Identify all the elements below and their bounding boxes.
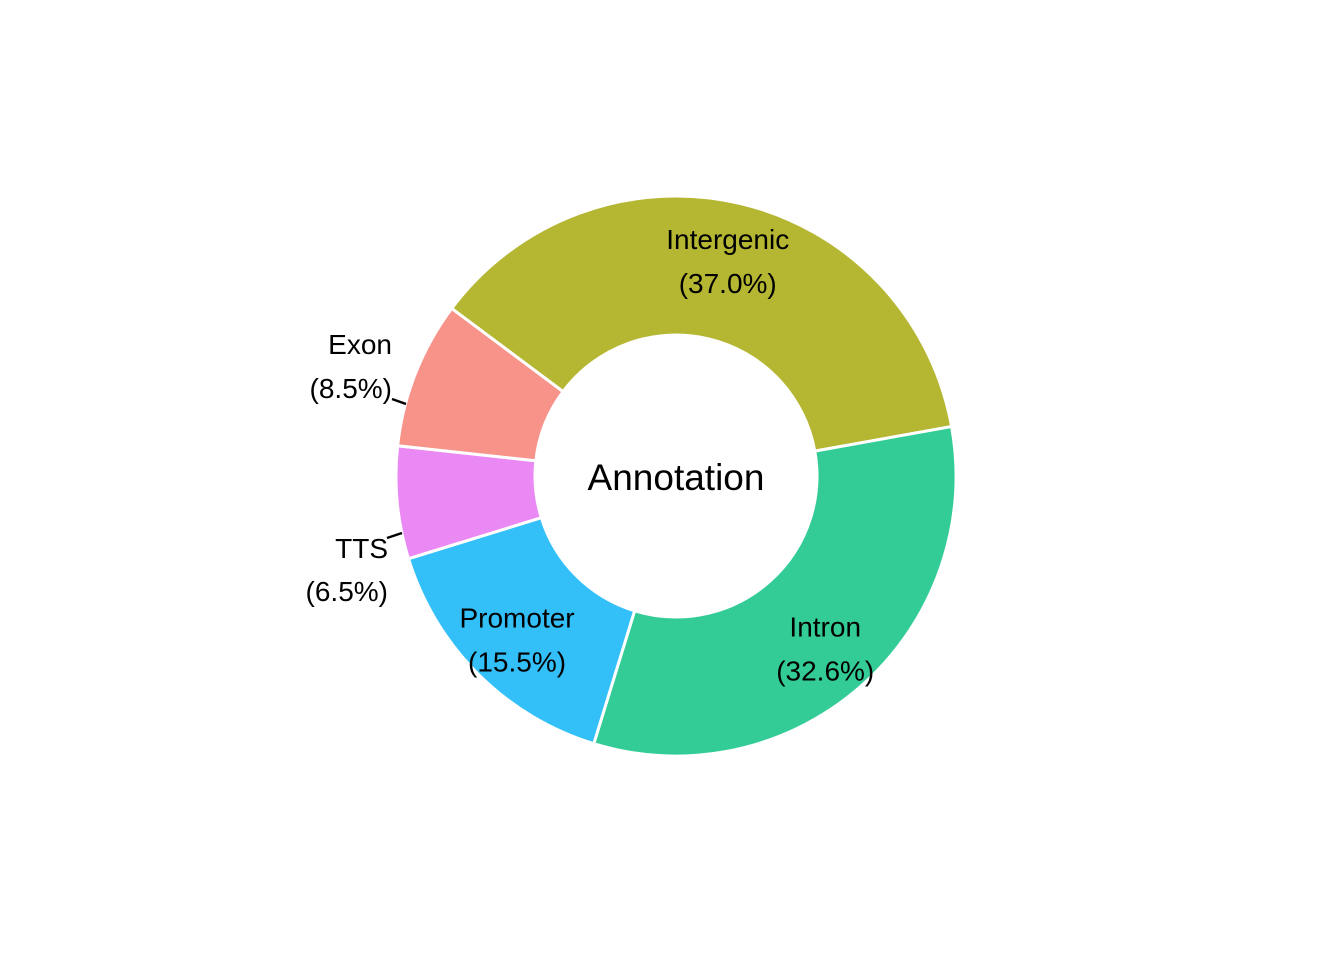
slice-percent-intergenic: (37.0%) — [679, 268, 777, 299]
slice-label-exon: Exon — [328, 329, 392, 360]
leader-line-tts — [386, 531, 403, 540]
slice-promoter — [406, 515, 637, 746]
slice-label-intergenic: Intergenic — [666, 224, 789, 255]
slices-group — [394, 194, 958, 758]
slice-intron — [591, 424, 958, 758]
slice-label-tts: TTS — [335, 533, 388, 564]
center-title: Annotation — [588, 457, 765, 498]
slice-percent-exon: (8.5%) — [310, 373, 392, 404]
slice-percent-promoter: (15.5%) — [468, 646, 566, 677]
slice-percent-tts: (6.5%) — [306, 576, 388, 607]
slice-label-intron: Intron — [789, 611, 861, 642]
slice-intergenic — [449, 194, 954, 453]
leader-lines-group — [386, 397, 407, 540]
slice-label-promoter: Promoter — [459, 602, 574, 633]
leader-line-exon — [391, 397, 407, 406]
slice-labels-group: Intergenic (37.0%) Intron (32.6%) Promoter (1… — [306, 224, 875, 686]
slice-percent-intron: (32.6%) — [776, 655, 874, 686]
